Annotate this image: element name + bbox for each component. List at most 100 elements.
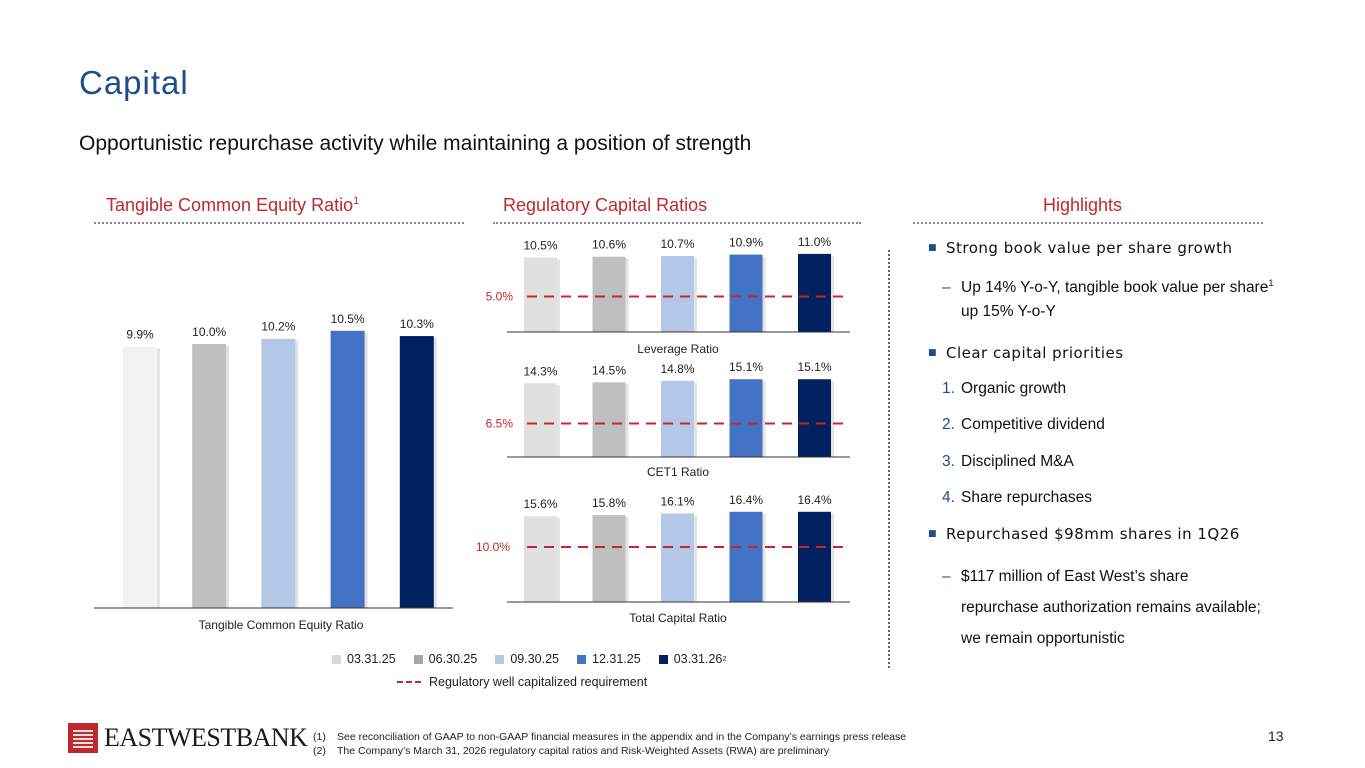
priority-item-2: 2. Competitive dividend xyxy=(942,415,1277,435)
priority-item-3: 3. Disciplined M&A xyxy=(942,452,1277,472)
priority-number: 2. xyxy=(942,416,955,433)
page-title: Capital xyxy=(79,64,189,101)
legend-label: 09.30.25 xyxy=(510,652,560,666)
highlight-footnote-ref: 1 xyxy=(1268,277,1274,288)
threshold-label: 6.5% xyxy=(486,417,514,431)
legend-swatch xyxy=(658,654,668,664)
data-label: 10.5% xyxy=(523,238,557,252)
threshold-legend-label: Regulatory well capitalized requirement xyxy=(429,675,648,689)
data-label: 10.9% xyxy=(729,236,763,250)
highlight-priorities-text: Clear capital priorities xyxy=(946,344,1124,362)
priority-text: Organic growth xyxy=(961,380,1067,397)
legend-item-03-31-26: 03.31.26 2 xyxy=(658,652,727,666)
footnote-2: (2) The Company’s March 31, 2026 regulato… xyxy=(313,744,906,758)
tce-section-rule xyxy=(94,222,464,224)
data-label: 15.8% xyxy=(592,496,626,510)
tce-section-title: Tangible Common Equity Ratio1 xyxy=(106,195,359,216)
data-label: 16.1% xyxy=(660,494,694,508)
legend-label: 06.30.25 xyxy=(428,652,478,666)
priority-text: Disciplined M&A xyxy=(961,453,1074,470)
legend-item-03-31-25: 03.31.25 xyxy=(332,652,396,666)
logo-text: EASTWESTBANK xyxy=(104,723,308,752)
bullet-square-icon: ■ xyxy=(928,243,938,253)
data-label: 15.1% xyxy=(729,360,763,374)
bar-09-30-25 xyxy=(661,513,694,602)
x-axis-label: Leverage Ratio xyxy=(637,342,719,356)
data-label: 14.8% xyxy=(660,362,694,376)
highlight-repurchased-text: Repurchased $98mm shares in 1Q26 xyxy=(946,525,1240,543)
data-label: 15.1% xyxy=(797,360,831,374)
tce-section-title-text: Tangible Common Equity Ratio xyxy=(106,195,354,215)
page-number: 13 xyxy=(1268,728,1284,744)
footnote-text: See reconciliation of GAAP to non-GAAP f… xyxy=(337,731,907,743)
highlights-section-rule xyxy=(913,222,1263,224)
bank-logo-icon xyxy=(68,723,98,753)
bullet-square-icon: ■ xyxy=(928,529,938,539)
priority-number: 4. xyxy=(942,489,955,506)
priority-item-4: 4. Share repurchases xyxy=(942,488,1277,508)
legend-label: 12.31.25 xyxy=(592,652,641,666)
bar-03-31-26 xyxy=(798,379,831,457)
threshold-label: 10.0% xyxy=(476,540,510,554)
highlight-repurchased: ■ Repurchased $98mm shares in 1Q26 xyxy=(928,524,1263,544)
bar-03-31-26 xyxy=(399,336,434,608)
legend-swatch xyxy=(577,654,587,664)
bar-06-30-25 xyxy=(192,344,227,608)
bar-03-31-26 xyxy=(798,511,831,602)
data-label: 10.5% xyxy=(331,312,365,326)
x-axis-label: Total Capital Ratio xyxy=(629,611,727,625)
regulatory-section-title: Regulatory Capital Ratios xyxy=(503,195,708,215)
data-label: 16.4% xyxy=(797,493,831,507)
data-label: 10.6% xyxy=(592,238,626,252)
highlight-book-value-sub: – Up 14% Y-o-Y, tangible book value per … xyxy=(942,276,1277,324)
legend-label: 03.31.25 xyxy=(347,652,396,666)
highlight-book-value-sub-b: up 15% Y-o-Y xyxy=(961,303,1056,320)
data-label: 15.6% xyxy=(523,497,557,511)
data-label: 9.9% xyxy=(126,328,154,342)
bar-03-31-26 xyxy=(798,253,831,332)
priority-number: 1. xyxy=(942,380,955,397)
highlight-repurchased-sub: – $117 million of East West’s share repu… xyxy=(942,561,1262,654)
chart-legend: 03.31.25 06.30.25 09.30.25 12.31.25 03.3… xyxy=(332,652,745,666)
legend-swatch xyxy=(332,654,341,664)
logo: EASTWESTBANK xyxy=(68,723,308,753)
bar-03-31-25 xyxy=(524,383,557,457)
bar-09-30-25 xyxy=(661,256,694,332)
highlights-section-title: Highlights xyxy=(1043,195,1123,215)
priority-number: 3. xyxy=(942,453,955,470)
bar-03-31-25 xyxy=(524,257,557,332)
bar-12-31-25 xyxy=(729,254,763,332)
legend-item-12-31-25: 12.31.25 xyxy=(577,652,641,666)
highlight-book-value-sub-a: Up 14% Y-o-Y, tangible book value per sh… xyxy=(961,279,1269,296)
footnotes: (1) See reconciliation of GAAP to non-GAA… xyxy=(313,730,906,758)
data-label: 10.7% xyxy=(660,237,694,251)
legend-item-09-30-25: 09.30.25 xyxy=(495,652,559,666)
highlight-book-value-sub-text: Up 14% Y-o-Y, tangible book value per sh… xyxy=(942,276,1277,324)
bar-03-31-25 xyxy=(524,516,557,602)
data-label: 10.2% xyxy=(261,320,295,334)
data-label: 11.0% xyxy=(798,235,831,249)
page-subtitle: Opportunistic repurchase activity while … xyxy=(79,132,752,155)
data-label: 14.5% xyxy=(592,363,626,377)
bar-06-30-25 xyxy=(592,256,626,332)
vertical-divider xyxy=(888,250,890,668)
data-label: 10.3% xyxy=(400,317,434,331)
footnote-number: (2) xyxy=(313,745,326,757)
data-label: 10.0% xyxy=(192,325,226,339)
x-axis-label: Tangible Common Equity Ratio xyxy=(199,618,364,632)
priority-text: Share repurchases xyxy=(961,489,1092,506)
threshold-label: 5.0% xyxy=(486,290,514,304)
highlight-book-value-text: Strong book value per share growth xyxy=(946,239,1233,257)
highlight-priorities: ■ Clear capital priorities xyxy=(928,343,1263,363)
x-axis-label: CET1 Ratio xyxy=(647,465,709,479)
data-label: 14.3% xyxy=(523,364,557,378)
bar-12-31-25 xyxy=(729,511,763,602)
legend-swatch xyxy=(413,654,423,664)
legend-swatch xyxy=(495,654,505,664)
legend-item-06-30-25: 06.30.25 xyxy=(413,652,478,666)
priority-item-1: 1. Organic growth xyxy=(942,379,1277,399)
bar-09-30-25 xyxy=(661,380,694,457)
tce-footnote-ref: 1 xyxy=(353,195,360,207)
threshold-legend: Regulatory well capitalized requirement xyxy=(397,675,647,689)
